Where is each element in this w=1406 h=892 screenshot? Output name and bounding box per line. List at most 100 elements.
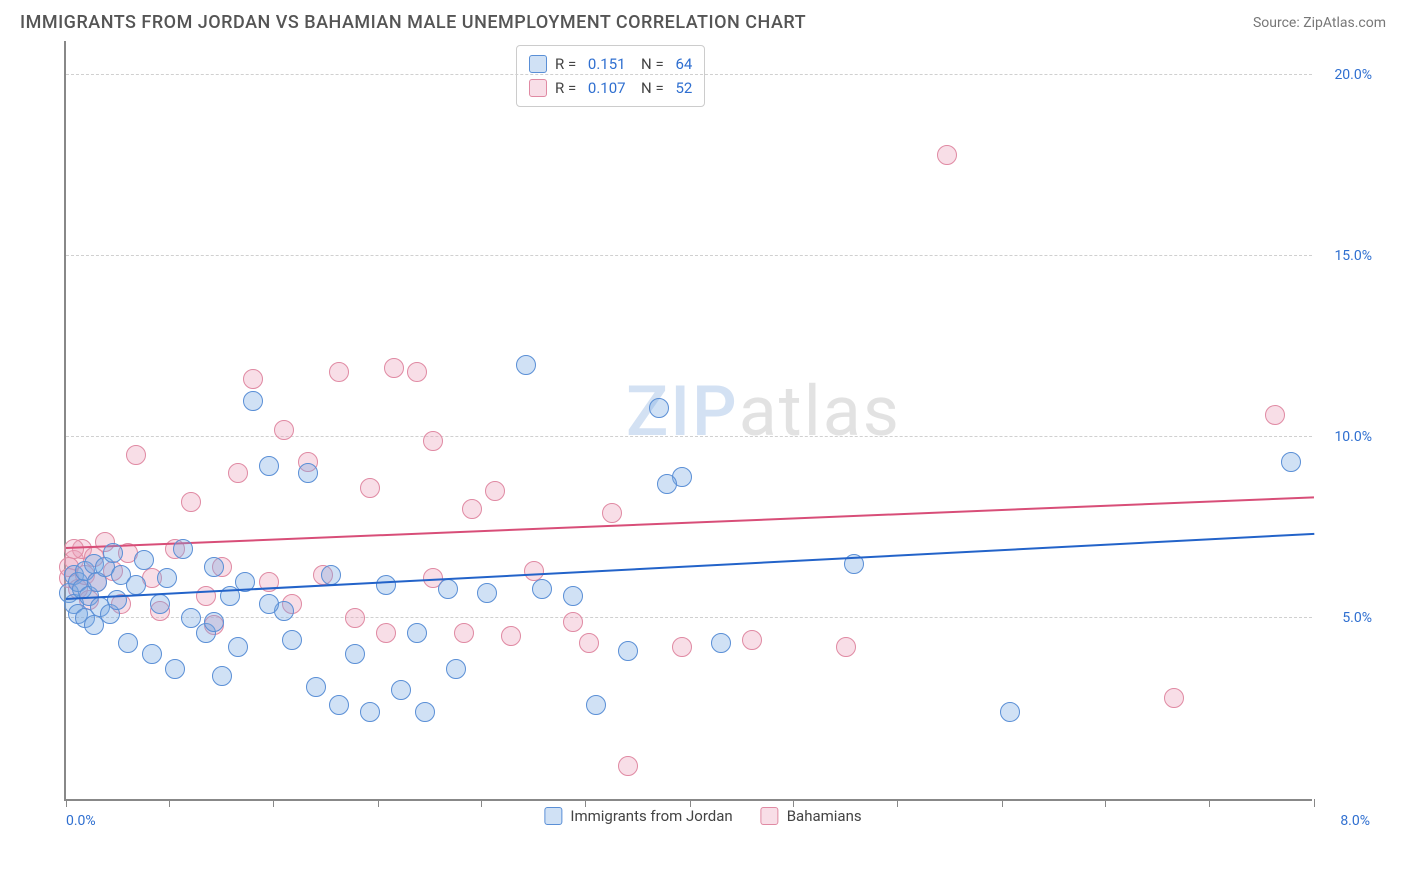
data-point-jordan (298, 463, 318, 483)
data-point-bahamians (618, 756, 638, 776)
data-point-bahamians (454, 623, 474, 643)
data-point-jordan (711, 633, 731, 653)
data-point-jordan (477, 583, 497, 603)
legend-row-bahamians: R = 0.107 N = 52 (529, 76, 692, 100)
source-name: ZipAtlas.com (1303, 15, 1386, 31)
data-point-jordan (618, 641, 638, 661)
legend-r-value-jordan: 0.151 (584, 55, 625, 73)
legend-n-value-bahamians: 52 (672, 79, 693, 97)
data-point-bahamians (579, 633, 599, 653)
y-tick-label: 15.0% (1317, 248, 1372, 264)
data-point-jordan (321, 565, 341, 585)
x-tick (481, 799, 482, 807)
data-point-bahamians (742, 630, 762, 650)
data-point-bahamians (1164, 688, 1184, 708)
data-point-bahamians (602, 503, 622, 523)
data-point-jordan (259, 456, 279, 476)
data-point-bahamians (181, 492, 201, 512)
gridline-h (66, 255, 1312, 256)
data-point-jordan (103, 543, 123, 563)
y-tick-label: 10.0% (1317, 429, 1372, 445)
source-prefix: Source: (1253, 15, 1303, 31)
legend-swatch-jordan (529, 55, 547, 73)
data-point-jordan (150, 594, 170, 614)
data-point-bahamians (274, 420, 294, 440)
watermark-zip: ZIP (626, 371, 739, 453)
data-point-jordan (134, 550, 154, 570)
data-point-bahamians (485, 481, 505, 501)
series-legend: Immigrants from Jordan Bahamians (544, 807, 861, 825)
data-point-jordan (586, 695, 606, 715)
y-tick-label: 20.0% (1317, 67, 1372, 83)
data-point-jordan (306, 677, 326, 697)
data-point-jordan (118, 633, 138, 653)
data-point-jordan (391, 680, 411, 700)
plot-area: ZIPatlas R = 0.151 N = 64R = 0.107 N = 5… (64, 41, 1312, 801)
data-point-bahamians (345, 608, 365, 628)
data-point-bahamians (64, 539, 84, 559)
y-tick-label: 5.0% (1317, 610, 1372, 626)
data-point-jordan (1000, 702, 1020, 722)
data-point-bahamians (563, 612, 583, 632)
series-label-jordan: Immigrants from Jordan (570, 807, 732, 825)
data-point-bahamians (462, 499, 482, 519)
data-point-jordan (649, 398, 669, 418)
legend-r-label: R = (555, 79, 576, 97)
x-tick (585, 799, 586, 807)
data-point-jordan (107, 590, 127, 610)
x-tick (1105, 799, 1106, 807)
chart-title: IMMIGRANTS FROM JORDAN VS BAHAMIAN MALE … (20, 12, 806, 33)
data-point-jordan (438, 579, 458, 599)
data-point-bahamians (243, 369, 263, 389)
legend-swatch-bahamians (529, 79, 547, 97)
series-legend-item-jordan: Immigrants from Jordan (544, 807, 732, 825)
data-point-jordan (282, 630, 302, 650)
source-attribution: Source: ZipAtlas.com (1253, 15, 1386, 31)
gridline-h (66, 436, 1312, 437)
data-point-jordan (243, 391, 263, 411)
data-point-jordan (212, 666, 232, 686)
legend-r-label: R = (555, 55, 576, 73)
trend-line-bahamians (66, 497, 1314, 550)
legend-n-value-jordan: 64 (672, 55, 693, 73)
data-point-jordan (173, 539, 193, 559)
data-point-bahamians (360, 478, 380, 498)
series-swatch-bahamians (761, 807, 779, 825)
data-point-jordan (360, 702, 380, 722)
x-tick (378, 799, 379, 807)
data-point-jordan (415, 702, 435, 722)
data-point-jordan (376, 575, 396, 595)
correlation-legend: R = 0.151 N = 64R = 0.107 N = 52 (516, 45, 705, 107)
x-tick (897, 799, 898, 807)
data-point-bahamians (329, 362, 349, 382)
x-tick (690, 799, 691, 807)
data-point-bahamians (423, 431, 443, 451)
x-axis-min-label: 0.0% (66, 813, 96, 829)
data-point-jordan (165, 659, 185, 679)
data-point-bahamians (672, 637, 692, 657)
data-point-jordan (345, 644, 365, 664)
series-label-bahamians: Bahamians (787, 807, 862, 825)
x-tick (66, 799, 67, 807)
data-point-bahamians (524, 561, 544, 581)
x-axis-max-label: 8.0% (1340, 813, 1370, 829)
watermark-atlas: atlas (739, 371, 901, 453)
legend-r-value-bahamians: 0.107 (584, 79, 625, 97)
data-point-jordan (516, 355, 536, 375)
data-point-bahamians (228, 463, 248, 483)
data-point-jordan (142, 644, 162, 664)
data-point-jordan (329, 695, 349, 715)
data-point-bahamians (836, 637, 856, 657)
legend-row-jordan: R = 0.151 N = 64 (529, 52, 692, 76)
series-swatch-jordan (544, 807, 562, 825)
data-point-jordan (204, 557, 224, 577)
data-point-jordan (563, 586, 583, 606)
x-tick (1209, 799, 1210, 807)
data-point-bahamians (384, 358, 404, 378)
data-point-bahamians (407, 362, 427, 382)
data-point-jordan (228, 637, 248, 657)
data-point-jordan (204, 612, 224, 632)
data-point-bahamians (937, 145, 957, 165)
data-point-jordan (532, 579, 552, 599)
data-point-bahamians (376, 623, 396, 643)
